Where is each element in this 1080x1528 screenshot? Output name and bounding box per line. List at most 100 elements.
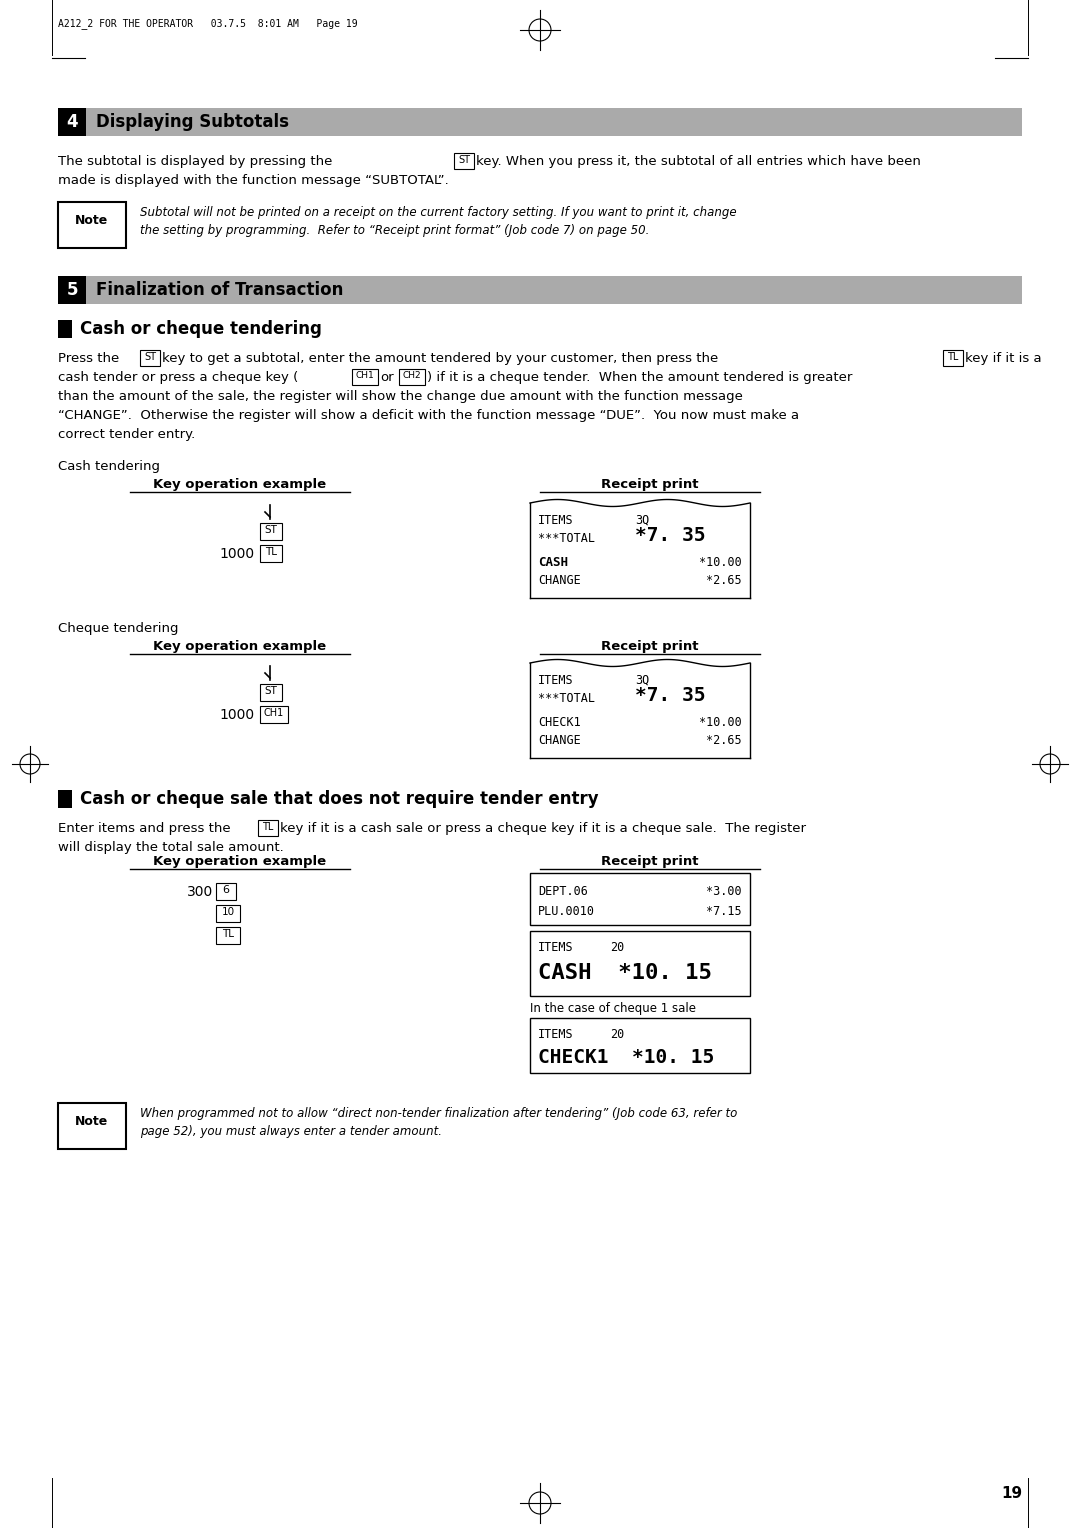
Bar	[58, 108, 1022, 136]
Text: Note: Note	[76, 214, 109, 228]
Text: Receipt print: Receipt print	[602, 856, 699, 868]
Text: TL: TL	[947, 351, 959, 362]
Bar	[58, 319, 72, 338]
Text: Key operation example: Key operation example	[153, 478, 326, 490]
Text: PLU.0010: PLU.0010	[538, 905, 595, 918]
Text: *2.65: *2.65	[706, 733, 742, 747]
Text: DEPT.06: DEPT.06	[538, 885, 588, 898]
Text: Subtotal will not be printed on a receipt on the current factory setting. If you: Subtotal will not be printed on a receip…	[140, 206, 737, 219]
Bar	[530, 1018, 750, 1073]
Text: 4: 4	[66, 113, 78, 131]
Text: The subtotal is displayed by pressing the: The subtotal is displayed by pressing th…	[58, 154, 333, 168]
Bar	[140, 350, 160, 367]
Bar	[943, 350, 963, 367]
Text: ) if it is a cheque tender.  When the amount tendered is greater: ) if it is a cheque tender. When the amo…	[427, 371, 852, 384]
Text: ST: ST	[265, 686, 278, 695]
Bar	[530, 931, 750, 996]
Text: ITEMS: ITEMS	[538, 513, 573, 527]
Text: Press the: Press the	[58, 351, 119, 365]
Text: 20: 20	[610, 941, 624, 953]
Text: ITEMS: ITEMS	[538, 1028, 573, 1041]
Text: ITEMS: ITEMS	[538, 941, 573, 953]
Text: CASH: CASH	[538, 556, 568, 568]
Text: Finalization of Transaction: Finalization of Transaction	[96, 281, 343, 299]
Text: Key operation example: Key operation example	[153, 856, 326, 868]
Text: or: or	[380, 371, 393, 384]
Bar	[258, 821, 278, 836]
Text: *10.00: *10.00	[699, 717, 742, 729]
Text: ST: ST	[458, 154, 470, 165]
Text: 5: 5	[66, 281, 78, 299]
Text: ITEMS: ITEMS	[538, 674, 573, 688]
Text: Displaying Subtotals: Displaying Subtotals	[96, 113, 289, 131]
Bar	[454, 153, 474, 170]
Bar	[58, 108, 86, 136]
Text: key to get a subtotal, enter the amount tendered by your customer, then press th: key to get a subtotal, enter the amount …	[162, 351, 718, 365]
Bar	[352, 368, 378, 385]
Text: correct tender entry.: correct tender entry.	[58, 428, 195, 442]
Text: CH1: CH1	[355, 371, 375, 380]
Text: 1000: 1000	[220, 707, 255, 723]
Text: 1000: 1000	[220, 547, 255, 561]
Bar	[58, 790, 72, 808]
Text: *7. 35: *7. 35	[635, 526, 705, 545]
Bar	[58, 277, 1022, 304]
Text: key. When you press it, the subtotal of all entries which have been: key. When you press it, the subtotal of …	[476, 154, 921, 168]
Text: Receipt print: Receipt print	[602, 640, 699, 652]
Text: Cash or cheque sale that does not require tender entry: Cash or cheque sale that does not requir…	[80, 790, 598, 808]
Text: 3Q: 3Q	[635, 674, 649, 688]
Text: In the case of cheque 1 sale: In the case of cheque 1 sale	[530, 1002, 696, 1015]
Text: CHECK1  *10. 15: CHECK1 *10. 15	[538, 1048, 714, 1067]
Text: will display the total sale amount.: will display the total sale amount.	[58, 840, 284, 854]
Text: ST: ST	[265, 526, 278, 535]
Text: CHANGE: CHANGE	[538, 733, 581, 747]
Text: *2.65: *2.65	[706, 575, 742, 587]
Text: 3Q: 3Q	[635, 513, 649, 527]
Text: Enter items and press the: Enter items and press the	[58, 822, 231, 834]
Text: *7. 35: *7. 35	[635, 686, 705, 704]
Text: Cheque tendering: Cheque tendering	[58, 622, 178, 636]
Bar	[216, 905, 240, 921]
Text: CASH  *10. 15: CASH *10. 15	[538, 963, 712, 983]
Text: ***TOTAL: ***TOTAL	[538, 692, 595, 704]
Text: key if it is a: key if it is a	[966, 351, 1041, 365]
Text: “CHANGE”.  Otherwise the register will show a deficit with the function message : “CHANGE”. Otherwise the register will sh…	[58, 410, 799, 422]
Text: 10: 10	[221, 908, 234, 917]
Text: TL: TL	[265, 547, 276, 558]
Text: than the amount of the sale, the register will show the change due amount with t: than the amount of the sale, the registe…	[58, 390, 743, 403]
Text: TL: TL	[222, 929, 234, 940]
Text: Receipt print: Receipt print	[602, 478, 699, 490]
Text: Note: Note	[76, 1115, 109, 1128]
Bar	[216, 927, 240, 944]
Text: 300: 300	[187, 885, 213, 898]
Bar	[260, 685, 282, 701]
Text: Key operation example: Key operation example	[153, 640, 326, 652]
Text: 19: 19	[1001, 1487, 1022, 1500]
Bar	[399, 368, 426, 385]
Bar	[58, 277, 86, 304]
Text: made is displayed with the function message “SUBTOTAL”.: made is displayed with the function mess…	[58, 174, 449, 186]
Text: 20: 20	[610, 1028, 624, 1041]
Text: ***TOTAL: ***TOTAL	[538, 532, 595, 545]
Text: 6: 6	[222, 885, 229, 895]
Text: Cash tendering: Cash tendering	[58, 460, 160, 474]
Text: *10.00: *10.00	[699, 556, 742, 568]
Text: CHANGE: CHANGE	[538, 575, 581, 587]
Text: the setting by programming.  Refer to “Receipt print format” (Job code 7) on pag: the setting by programming. Refer to “Re…	[140, 225, 649, 237]
Text: page 52), you must always enter a tender amount.: page 52), you must always enter a tender…	[140, 1125, 442, 1138]
Bar	[216, 883, 237, 900]
Text: CHECK1: CHECK1	[538, 717, 581, 729]
Bar	[58, 202, 126, 248]
Text: CH1: CH1	[264, 707, 284, 718]
Text: key if it is a cash sale or press a cheque key if it is a cheque sale.  The regi: key if it is a cash sale or press a cheq…	[280, 822, 806, 834]
Text: cash tender or press a cheque key (: cash tender or press a cheque key (	[58, 371, 298, 384]
Text: When programmed not to allow “direct non-tender finalization after tendering” (J: When programmed not to allow “direct non…	[140, 1106, 738, 1120]
Bar	[530, 872, 750, 924]
Text: A212_2 FOR THE OPERATOR   03.7.5  8:01 AM   Page 19: A212_2 FOR THE OPERATOR 03.7.5 8:01 AM P…	[58, 18, 357, 29]
Text: TL: TL	[262, 822, 273, 833]
Bar	[260, 706, 288, 723]
Bar	[260, 545, 282, 562]
Text: Cash or cheque tendering: Cash or cheque tendering	[80, 319, 322, 338]
Text: CH2: CH2	[403, 371, 421, 380]
Bar	[260, 523, 282, 539]
